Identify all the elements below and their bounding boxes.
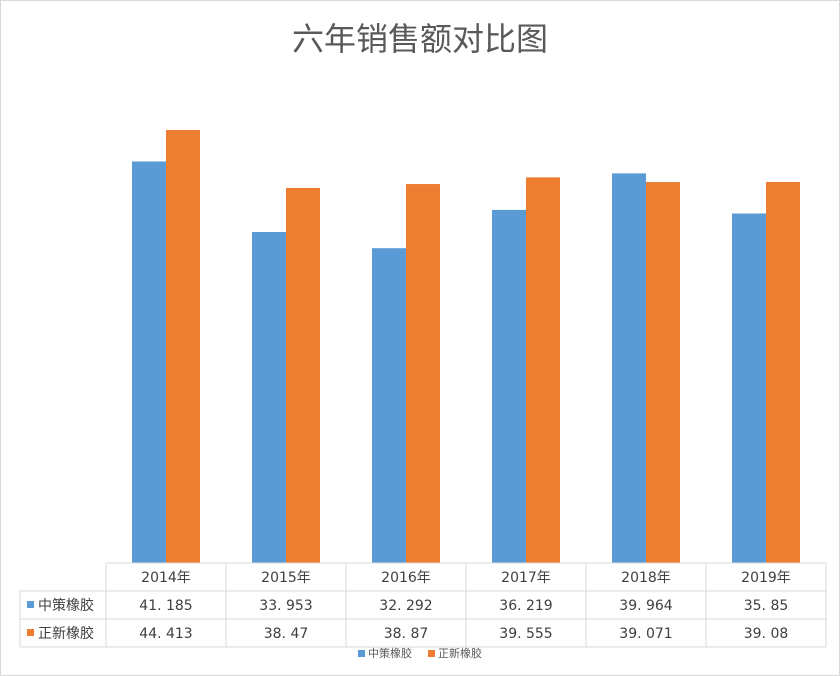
bar-series1-1 (252, 231, 286, 563)
bar-series2-3 (526, 177, 560, 563)
category-label: 2017年 (501, 570, 551, 586)
bar-series1-2 (372, 248, 406, 563)
category-label: 2019年 (741, 570, 791, 586)
data-label: 38. 87 (384, 626, 429, 642)
bar-series1-0 (132, 161, 166, 563)
bar-series1-3 (492, 209, 526, 563)
table-legend-key (27, 601, 34, 608)
data-label: 39. 071 (619, 626, 672, 642)
legend-label: 正新橡胶 (438, 646, 482, 660)
data-label: 38. 47 (264, 626, 309, 642)
data-label: 35. 85 (744, 598, 789, 614)
chart-title: 六年销售额对比图 (291, 20, 548, 58)
legend-label: 中策橡胶 (368, 646, 412, 660)
bar-series2-4 (646, 182, 680, 563)
bar-series2-2 (406, 184, 440, 564)
category-label: 2016年 (381, 570, 431, 586)
bar-series2-5 (766, 181, 800, 563)
bar-series2-1 (286, 187, 320, 563)
series-label: 正新橡胶 (38, 625, 94, 642)
data-label: 32. 292 (379, 598, 432, 614)
table-legend-key (27, 629, 34, 636)
series-label: 中策橡胶 (38, 597, 94, 614)
data-label: 33. 953 (259, 598, 312, 614)
data-label: 41. 185 (139, 598, 192, 614)
category-label: 2014年 (141, 570, 191, 586)
bar-series1-5 (732, 213, 766, 564)
category-label: 2018年 (621, 570, 671, 586)
bar-series1-4 (612, 173, 646, 564)
data-label: 39. 555 (499, 626, 552, 642)
data-label: 44. 413 (139, 626, 192, 642)
legend-key (428, 650, 435, 657)
data-label: 39. 964 (619, 598, 673, 614)
data-label: 36. 219 (499, 598, 552, 614)
category-label: 2015年 (261, 570, 311, 586)
bar-series2-0 (166, 130, 200, 563)
legend-key (358, 650, 365, 657)
data-label: 39. 08 (744, 626, 789, 642)
